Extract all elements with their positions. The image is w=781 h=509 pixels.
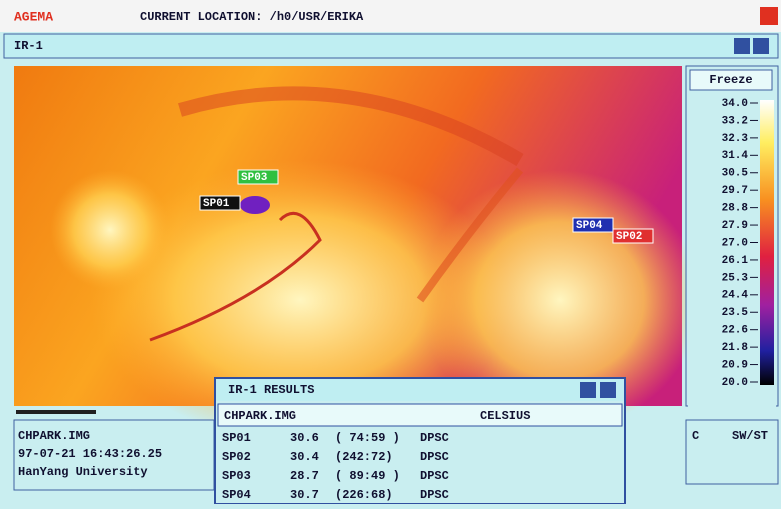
scale-label: 33.2 (722, 115, 748, 127)
result-cell: DPSC (420, 469, 449, 483)
result-cell: DPSC (420, 431, 449, 445)
window-title: IR-1 (14, 39, 43, 53)
results-title: IR-1 RESULTS (228, 383, 314, 397)
top-bar (0, 0, 781, 32)
scale-label: 20.0 (722, 377, 748, 389)
scale-label: 21.8 (722, 342, 749, 354)
close-button[interactable] (760, 7, 778, 25)
logo: AGEMA (14, 9, 53, 24)
window-title-bar (3, 33, 779, 59)
spot-marker (612, 228, 654, 244)
info-panel (13, 419, 215, 491)
spot-label: SP04 (576, 220, 603, 232)
location: CURRENT LOCATION: /h0/USR/ERIKA (140, 10, 364, 24)
freeze-button[interactable] (689, 69, 773, 91)
spot-marker (199, 195, 241, 211)
results-file: CHPARK.IMG (224, 409, 296, 423)
maximize-button[interactable] (753, 38, 769, 54)
scale-label: 20.9 (722, 359, 748, 371)
scale-label: 23.5 (722, 307, 749, 319)
scale-label: 24.4 (722, 290, 749, 302)
result-cell: DPSC (420, 488, 449, 502)
color-scale (760, 100, 774, 385)
result-cell: ( 74:59 ) (335, 431, 400, 445)
info-timestamp: 97-07-21 16:43:26.25 (18, 447, 162, 461)
result-cell: 28.7 (290, 469, 319, 483)
result-cell: 30.6 (290, 431, 319, 445)
info-file: CHPARK.IMG (18, 429, 90, 443)
scale-label: 25.3 (722, 272, 749, 284)
results-unit: CELSIUS (480, 409, 530, 423)
scale-label: 27.9 (722, 220, 748, 232)
scale-label: 34.0 (722, 98, 748, 110)
result-cell: SP04 (222, 488, 251, 502)
scale-label: 29.7 (722, 185, 748, 197)
result-cell: ( 89:49 ) (335, 469, 400, 483)
results-maximize[interactable] (600, 382, 616, 398)
results-window: IR-1 RESULTS CHPARK.IMG CELSIUS SP01 30.6… (214, 377, 626, 505)
info-institution: HanYang University (18, 465, 148, 479)
spot-label: SP03 (241, 172, 268, 184)
result-cell: SP01 (222, 431, 251, 445)
result-cell: 30.7 (290, 488, 319, 502)
scale-label: 31.4 (722, 150, 749, 162)
scale-label: 30.5 (722, 168, 749, 180)
scale-label: 28.8 (722, 203, 749, 215)
result-cell: (242:72) (335, 450, 393, 464)
result-cell: SP02 (222, 450, 251, 464)
freeze-label: Freeze (709, 73, 752, 87)
spot-label: SP02 (616, 231, 642, 243)
spot-marker (572, 217, 614, 233)
scale-label: 27.0 (722, 237, 748, 249)
units-panel (685, 419, 779, 485)
results-minimize[interactable] (580, 382, 596, 398)
nav-buttons[interactable] (688, 396, 776, 414)
progress (16, 410, 96, 414)
unit: C (692, 429, 699, 443)
scale-label: 32.3 (722, 133, 749, 145)
spot-label: SP01 (203, 198, 230, 210)
spot-marker (237, 169, 279, 185)
result-cell: 30.4 (290, 450, 319, 464)
result-cell: SP03 (222, 469, 251, 483)
mode: SW/ST (732, 429, 768, 443)
minimize-button[interactable] (734, 38, 750, 54)
scale-label: 26.1 (722, 255, 749, 267)
scale-label: 22.6 (722, 325, 748, 337)
result-cell: DPSC (420, 450, 449, 464)
result-cell: (226:68) (335, 488, 393, 502)
